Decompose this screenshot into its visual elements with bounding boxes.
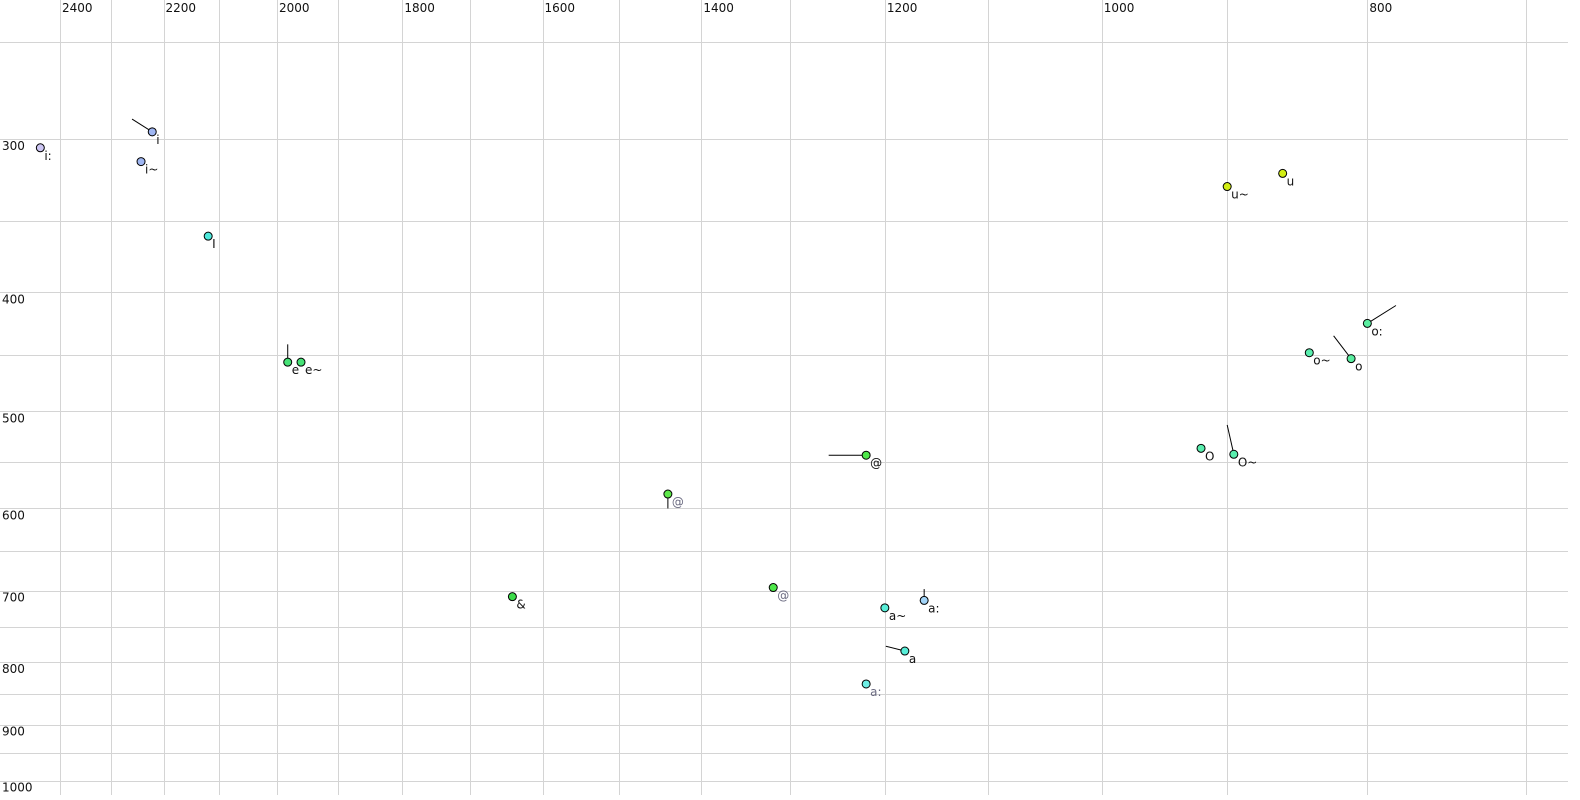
data-point bbox=[35, 143, 45, 153]
axis-ticks: 2400 2200 2000 1800 1600 1400 1200 1000 800 300 40… bbox=[2, 1, 1392, 795]
point-label: O bbox=[1205, 449, 1214, 463]
point-label: a~ bbox=[889, 609, 906, 623]
data-point bbox=[861, 450, 871, 460]
data-point bbox=[1278, 168, 1288, 178]
point-label: a: bbox=[928, 601, 939, 615]
x-tick-label: 1600 bbox=[545, 1, 576, 15]
y-tick-label: 600 bbox=[2, 508, 25, 522]
point-label: a: bbox=[870, 685, 881, 699]
point-label: o~ bbox=[1313, 354, 1330, 368]
data-point bbox=[1304, 348, 1314, 358]
y-tick-label: 1000 bbox=[2, 781, 33, 795]
x-tick-label: 2200 bbox=[166, 1, 197, 15]
x-tick-label: 800 bbox=[1369, 1, 1392, 15]
point-label: u bbox=[1287, 174, 1295, 188]
data-point bbox=[296, 357, 306, 367]
point-label: o bbox=[1355, 360, 1362, 374]
data-point bbox=[861, 679, 871, 689]
point-label: o: bbox=[1371, 324, 1382, 338]
point-label: e bbox=[292, 363, 299, 377]
data-point bbox=[919, 595, 929, 605]
data-point bbox=[1346, 354, 1356, 364]
data-point bbox=[507, 592, 517, 602]
point-label: O~ bbox=[1238, 455, 1258, 469]
point-label: & bbox=[516, 598, 525, 612]
y-tick-label: 900 bbox=[2, 725, 25, 739]
point-label: I bbox=[212, 237, 216, 251]
x-tick-label: 1800 bbox=[404, 1, 435, 15]
data-point bbox=[1196, 443, 1206, 453]
data-points: i: i i~ Ie e~ & @ @ @ a~ a: a a: O O~ o~ o o: u~ u bbox=[35, 118, 1397, 699]
y-tick-label: 700 bbox=[2, 591, 25, 605]
x-tick-label: 1200 bbox=[887, 1, 918, 15]
x-tick-label: 1400 bbox=[703, 1, 734, 15]
x-tick-label: 1000 bbox=[1104, 1, 1135, 15]
point-label: @ bbox=[777, 589, 789, 603]
y-tick-label: 300 bbox=[2, 139, 25, 153]
data-point bbox=[203, 231, 213, 241]
point-label: u~ bbox=[1231, 188, 1249, 202]
trajectory-line bbox=[1226, 424, 1235, 455]
y-tick-label: 400 bbox=[2, 292, 25, 306]
data-point bbox=[283, 357, 293, 367]
x-tick-label: 2000 bbox=[279, 1, 310, 15]
point-label: i bbox=[156, 133, 159, 147]
data-point bbox=[900, 646, 910, 656]
point-label: @ bbox=[870, 456, 882, 470]
point-label: e~ bbox=[305, 363, 322, 377]
point-label: @ bbox=[672, 495, 684, 509]
data-point bbox=[663, 489, 673, 499]
y-tick-label: 500 bbox=[2, 411, 25, 425]
data-point bbox=[768, 583, 778, 593]
data-point bbox=[1362, 318, 1372, 328]
point-label: a bbox=[909, 652, 916, 666]
point-label: i~ bbox=[145, 163, 158, 177]
data-point bbox=[1222, 182, 1232, 192]
trajectory-line bbox=[1367, 305, 1397, 324]
y-tick-label: 800 bbox=[2, 662, 25, 676]
point-label: i: bbox=[44, 149, 51, 163]
trajectory-line bbox=[1333, 335, 1352, 359]
x-tick-label: 2400 bbox=[62, 1, 93, 15]
data-point bbox=[147, 127, 157, 137]
data-point bbox=[880, 603, 890, 613]
data-point bbox=[136, 157, 146, 167]
data-point bbox=[1229, 449, 1239, 459]
